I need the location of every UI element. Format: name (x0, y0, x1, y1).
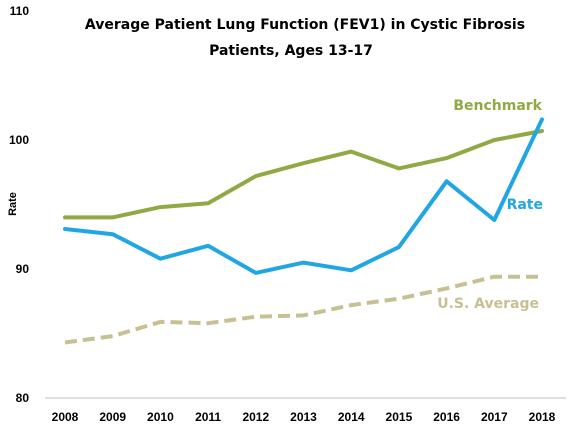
x-tick-label: 2009 (99, 410, 126, 424)
x-tick-label: 2013 (290, 410, 317, 424)
chart-title-line-2: Patients, Ages 13-17 (209, 43, 373, 59)
series-lines (63, 117, 544, 345)
y-tick-label: 90 (16, 262, 30, 276)
x-axis-ticks: 2008 2009 2010 2011 2012 2013 2014 2015 2016 2017… (52, 410, 556, 424)
series-label-rate: Rate (507, 197, 543, 213)
chart-title-line-1: Average Patient Lung Function (FEV1) in … (85, 17, 525, 33)
y-axis-title: Rate (7, 192, 19, 216)
series-line-benchmark (63, 129, 544, 220)
x-tick-label: 2014 (338, 410, 365, 424)
x-tick-label: 2008 (52, 410, 79, 424)
x-tick-label: 2012 (242, 410, 269, 424)
x-tick-label: 2011 (195, 410, 221, 424)
series-label-benchmark: Benchmark (453, 98, 542, 114)
y-tick-label: 110 (10, 4, 30, 18)
x-tick-label: 2016 (433, 410, 460, 424)
x-tick-label: 2010 (147, 410, 174, 424)
x-tick-label: 2018 (529, 410, 556, 424)
series-line-rate (63, 117, 544, 275)
x-tick-label: 2017 (481, 410, 508, 424)
series-label-u-s-average: U.S. Average (437, 296, 539, 312)
y-tick-label: 80 (16, 391, 30, 405)
series-line-u-s-average (64, 274, 542, 345)
series-labels: Benchmark Rate U.S. Average (437, 98, 543, 312)
y-tick-label: 100 (9, 133, 29, 147)
x-tick-label: 2015 (386, 410, 413, 424)
y-axis-ticks: 80 90 100 110 (9, 4, 29, 405)
